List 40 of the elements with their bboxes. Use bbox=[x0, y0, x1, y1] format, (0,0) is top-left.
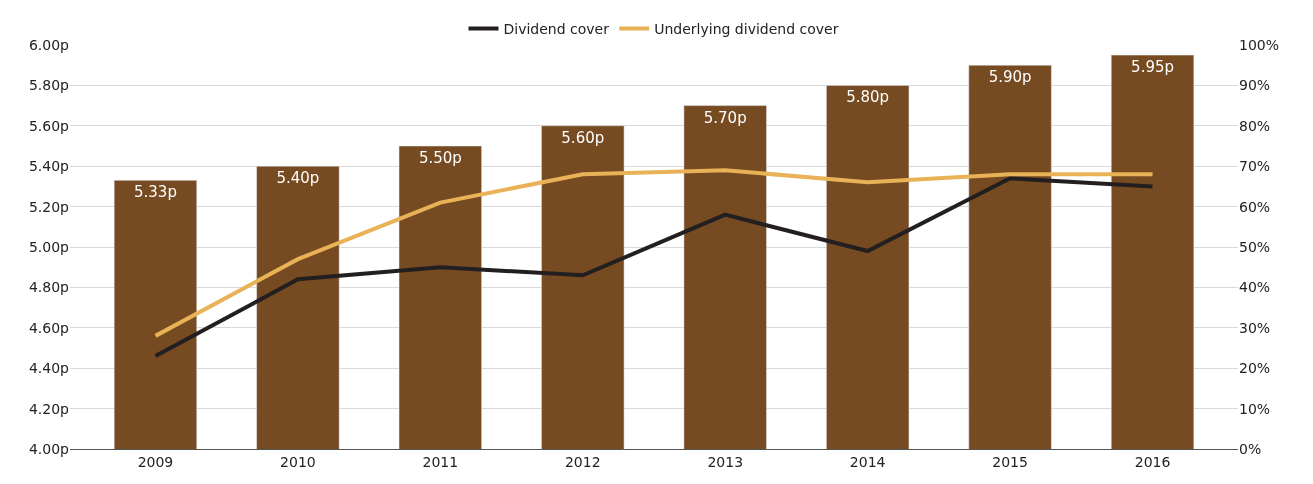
data-label: 5.95p bbox=[1131, 58, 1174, 77]
y2-tick-label: 80% bbox=[1239, 117, 1271, 134]
y2-tick-label: 60% bbox=[1239, 198, 1271, 215]
data-label: 5.70p bbox=[703, 108, 747, 127]
y2-tick-label: 30% bbox=[1239, 319, 1271, 336]
y-tick-label: 5.80p bbox=[28, 77, 70, 94]
y-tick-label: 4.20p bbox=[28, 400, 70, 417]
data-label: 5.40p bbox=[276, 169, 320, 188]
data-label: 5.50p bbox=[418, 149, 462, 167]
data-label: 5.80p bbox=[846, 88, 890, 107]
x-tick-label: 2010 bbox=[280, 453, 316, 470]
y-tick-label: 5.00p bbox=[28, 238, 70, 255]
y-tick-label: 5.60p bbox=[28, 117, 70, 134]
y2-tick-label: 70% bbox=[1239, 158, 1271, 175]
y2-tick-label: 90% bbox=[1239, 77, 1271, 94]
x-tick-label: 2013 bbox=[707, 453, 744, 470]
y2-tick-label: 10% bbox=[1239, 400, 1271, 417]
x-tick-label: 2016 bbox=[1134, 453, 1171, 470]
y2-tick-label: 100% bbox=[1239, 36, 1280, 53]
x-tick-label: 2009 bbox=[137, 453, 174, 470]
y2-tick-label: 50% bbox=[1239, 238, 1271, 255]
data-label: 5.33p bbox=[134, 183, 177, 202]
y2-tick-label: 0% bbox=[1239, 440, 1262, 457]
data-label: 5.60p bbox=[561, 128, 605, 147]
legend-label: Underlying dividend cover bbox=[654, 21, 839, 38]
y-tick-label: 6.00p bbox=[28, 36, 70, 53]
data-label: 5.90p bbox=[988, 68, 1032, 87]
y-tick-label: 4.40p bbox=[28, 360, 70, 377]
y-tick-label: 5.40p bbox=[28, 158, 70, 175]
x-tick-label: 2012 bbox=[564, 453, 601, 470]
y-tick-label: 4.80p bbox=[28, 279, 70, 296]
y-tick-label: 4.60p bbox=[28, 319, 70, 336]
x-tick-label: 2011 bbox=[422, 453, 459, 470]
legend-label: Dividend cover bbox=[503, 21, 610, 38]
x-tick-label: 2015 bbox=[992, 453, 1028, 470]
y-tick-label: 5.20p bbox=[28, 198, 70, 215]
y-tick-label: 4.00p bbox=[28, 440, 70, 457]
x-tick-label: 2014 bbox=[849, 453, 886, 470]
y2-tick-label: 20% bbox=[1239, 360, 1271, 377]
y2-tick-label: 40% bbox=[1239, 279, 1271, 296]
